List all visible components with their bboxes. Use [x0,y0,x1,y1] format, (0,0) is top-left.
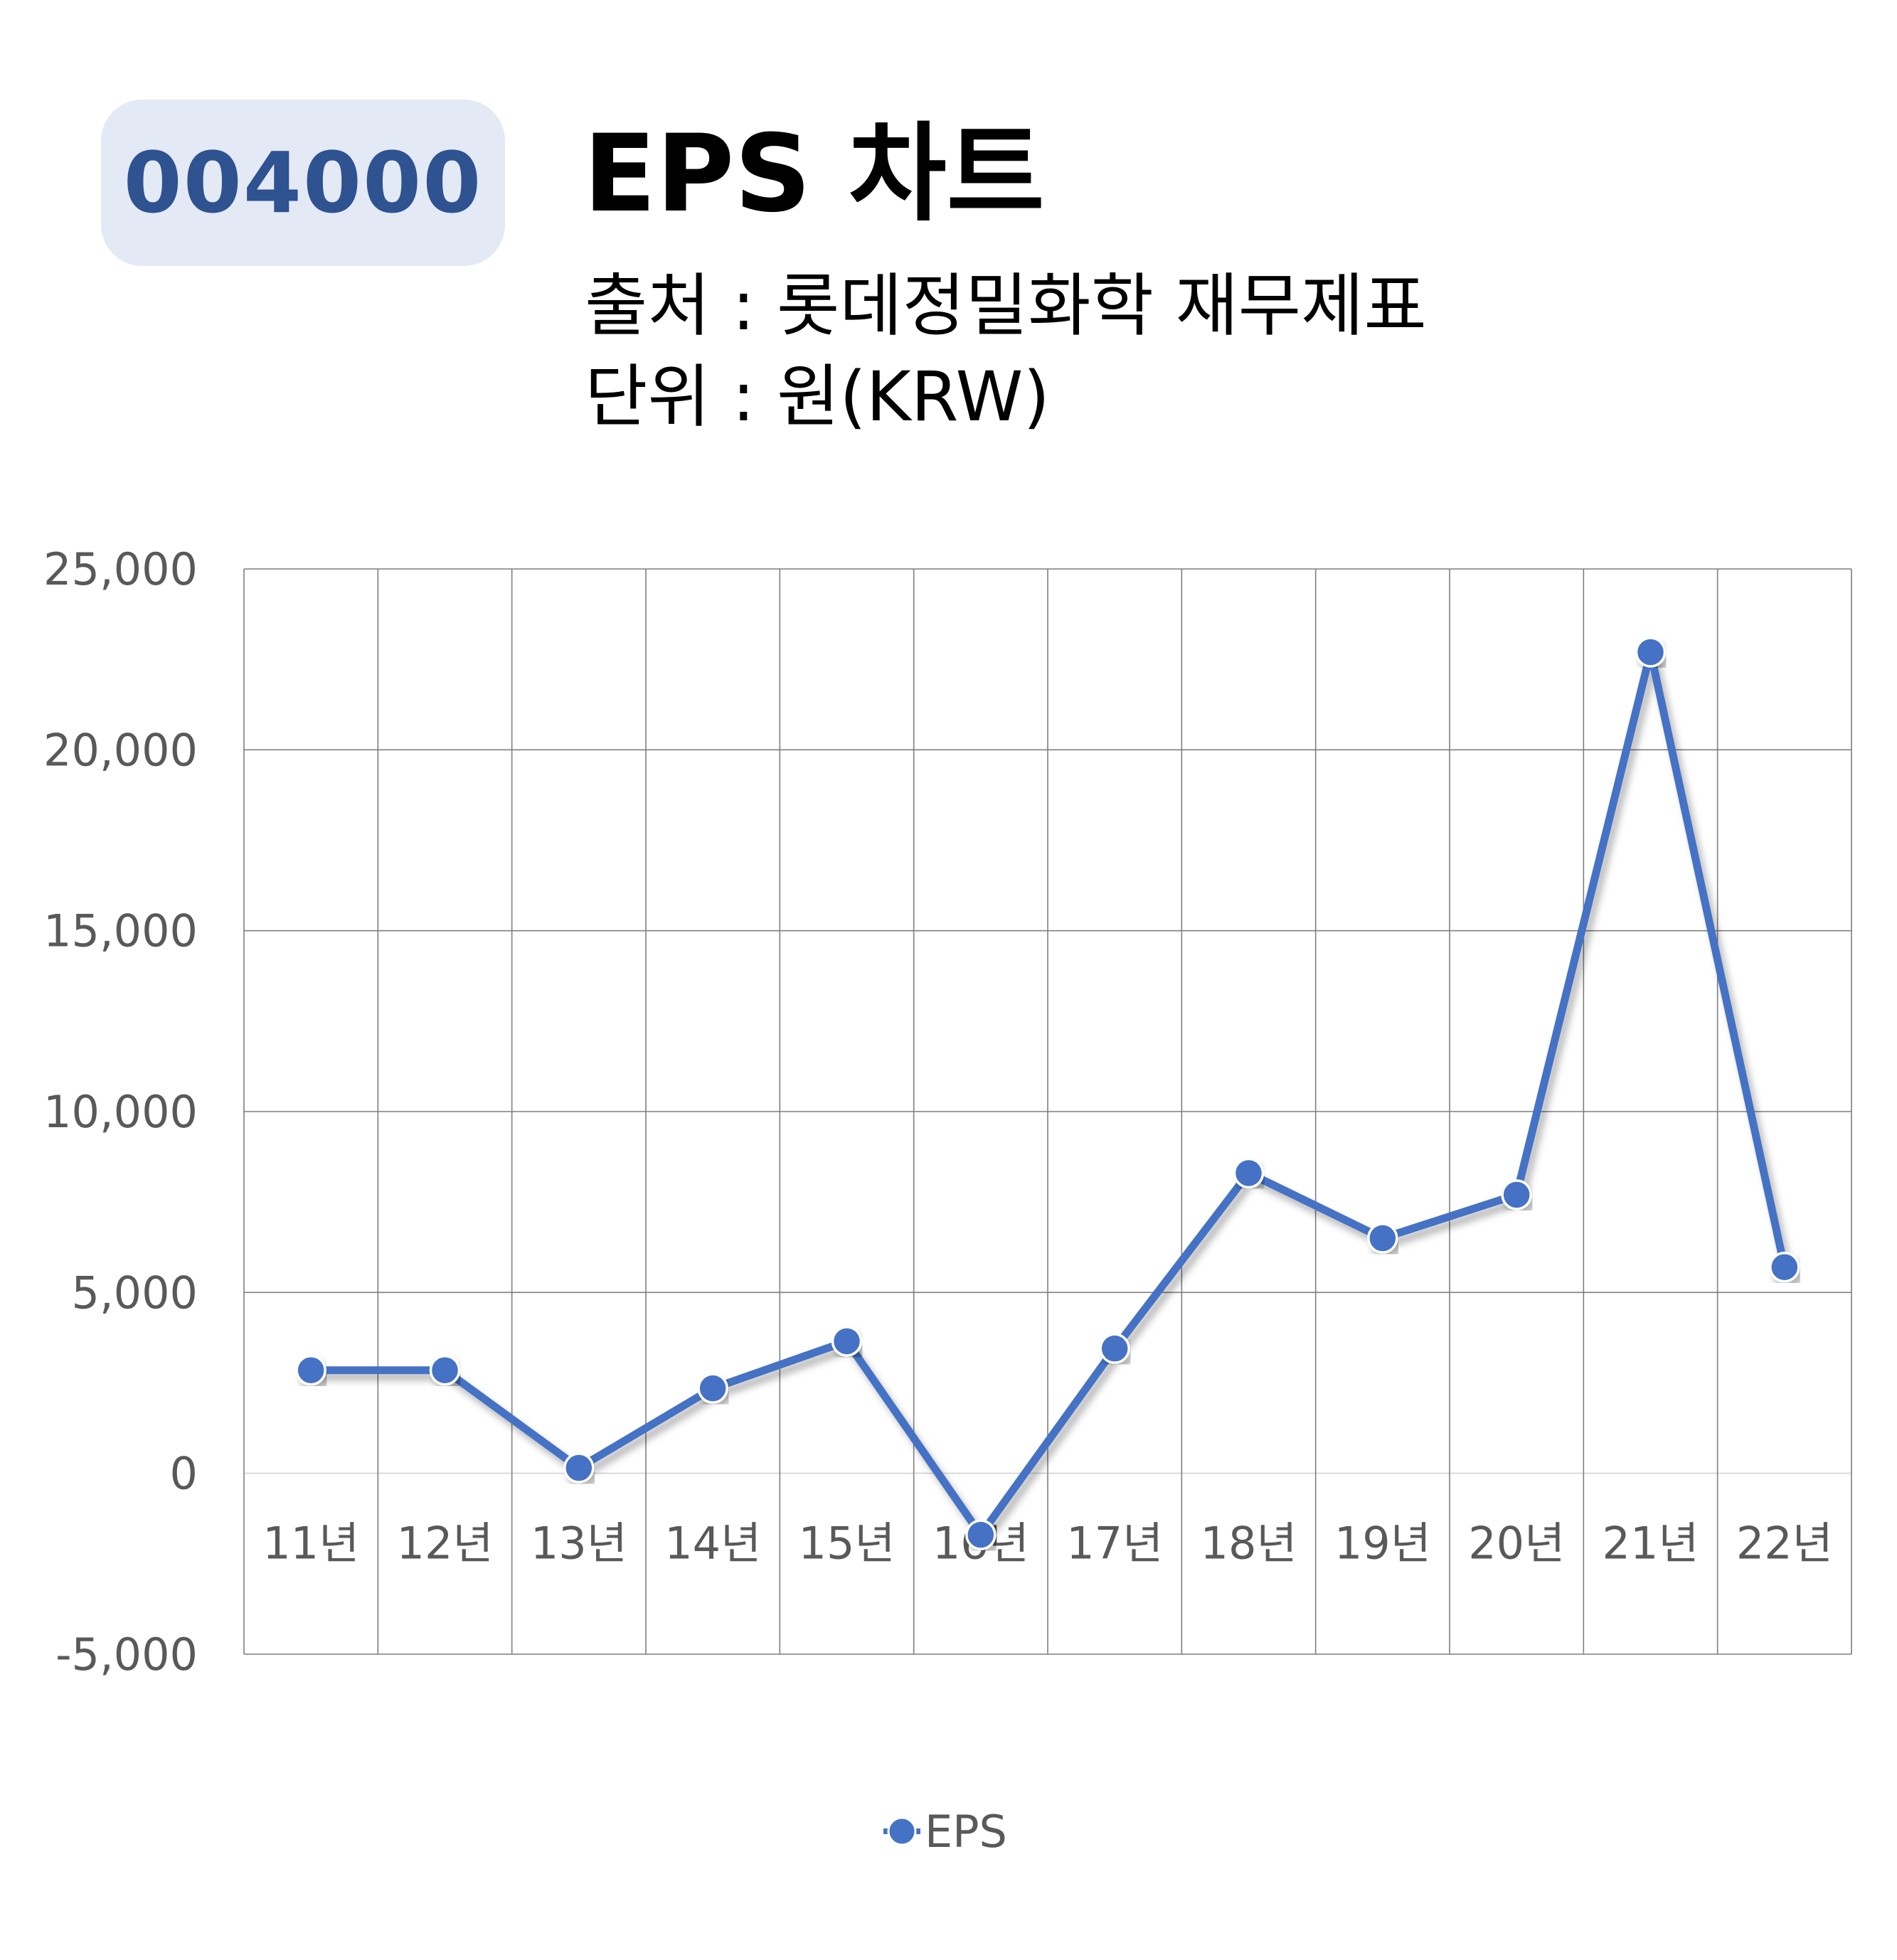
y-tick-label: 5,000 [72,1267,198,1319]
x-tick-label: 21년 [1603,1518,1699,1570]
eps-data-point [1233,1157,1265,1189]
x-tick-label: 14년 [664,1518,761,1570]
grid-lines [243,568,1852,1655]
unit-line: 단위 : 원(KRW) [585,357,1050,437]
ticker-badge: 004000 [101,100,505,266]
eps-data-point [1769,1251,1800,1283]
eps-data-point [563,1452,595,1484]
eps-data-point [1367,1223,1398,1254]
x-tick-label: 11년 [262,1518,359,1570]
eps-data-point [697,1373,728,1404]
x-tick-label: 18년 [1201,1518,1297,1570]
eps-data-point [1099,1333,1130,1364]
source-line: 출처 : 롯데정밀화학 재무제표 [585,266,1427,346]
eps-data-point [295,1354,326,1386]
y-tick-label: 20,000 [43,724,198,776]
y-axis-tick-labels: 25,000 20,000 15,000 10,000 5,000 0 -5,000 [43,543,198,1681]
legend: EPS [883,1806,1007,1858]
x-tick-label: 20년 [1468,1518,1565,1570]
x-tick-label: 12년 [397,1518,494,1570]
y-tick-label: 0 [170,1448,198,1500]
x-tick-label: 15년 [799,1518,896,1570]
legend-point-marker [887,1816,917,1846]
eps-data-point [965,1519,997,1550]
legend-label: EPS [925,1806,1007,1858]
eps-data-point [1501,1179,1532,1210]
y-tick-label: -5,000 [55,1629,198,1681]
x-tick-label: 17년 [1066,1518,1163,1570]
x-tick-label: 22년 [1736,1518,1833,1570]
y-tick-label: 25,000 [43,543,198,595]
eps-data-point [831,1326,863,1357]
x-tick-label: 19년 [1334,1518,1431,1570]
x-axis-tick-labels: 11년12년13년14년15년16년17년18년19년20년21년22년 [262,1518,1833,1570]
y-tick-label: 15,000 [43,905,198,957]
y-tick-label: 10,000 [43,1086,198,1138]
eps-series-line [307,648,1789,1539]
x-tick-label: 13년 [531,1518,627,1570]
eps-data-point [429,1354,461,1386]
eps-data-point [1635,637,1667,668]
eps-series [295,637,1800,1550]
chart-title: EPS 차트 [583,112,1045,236]
